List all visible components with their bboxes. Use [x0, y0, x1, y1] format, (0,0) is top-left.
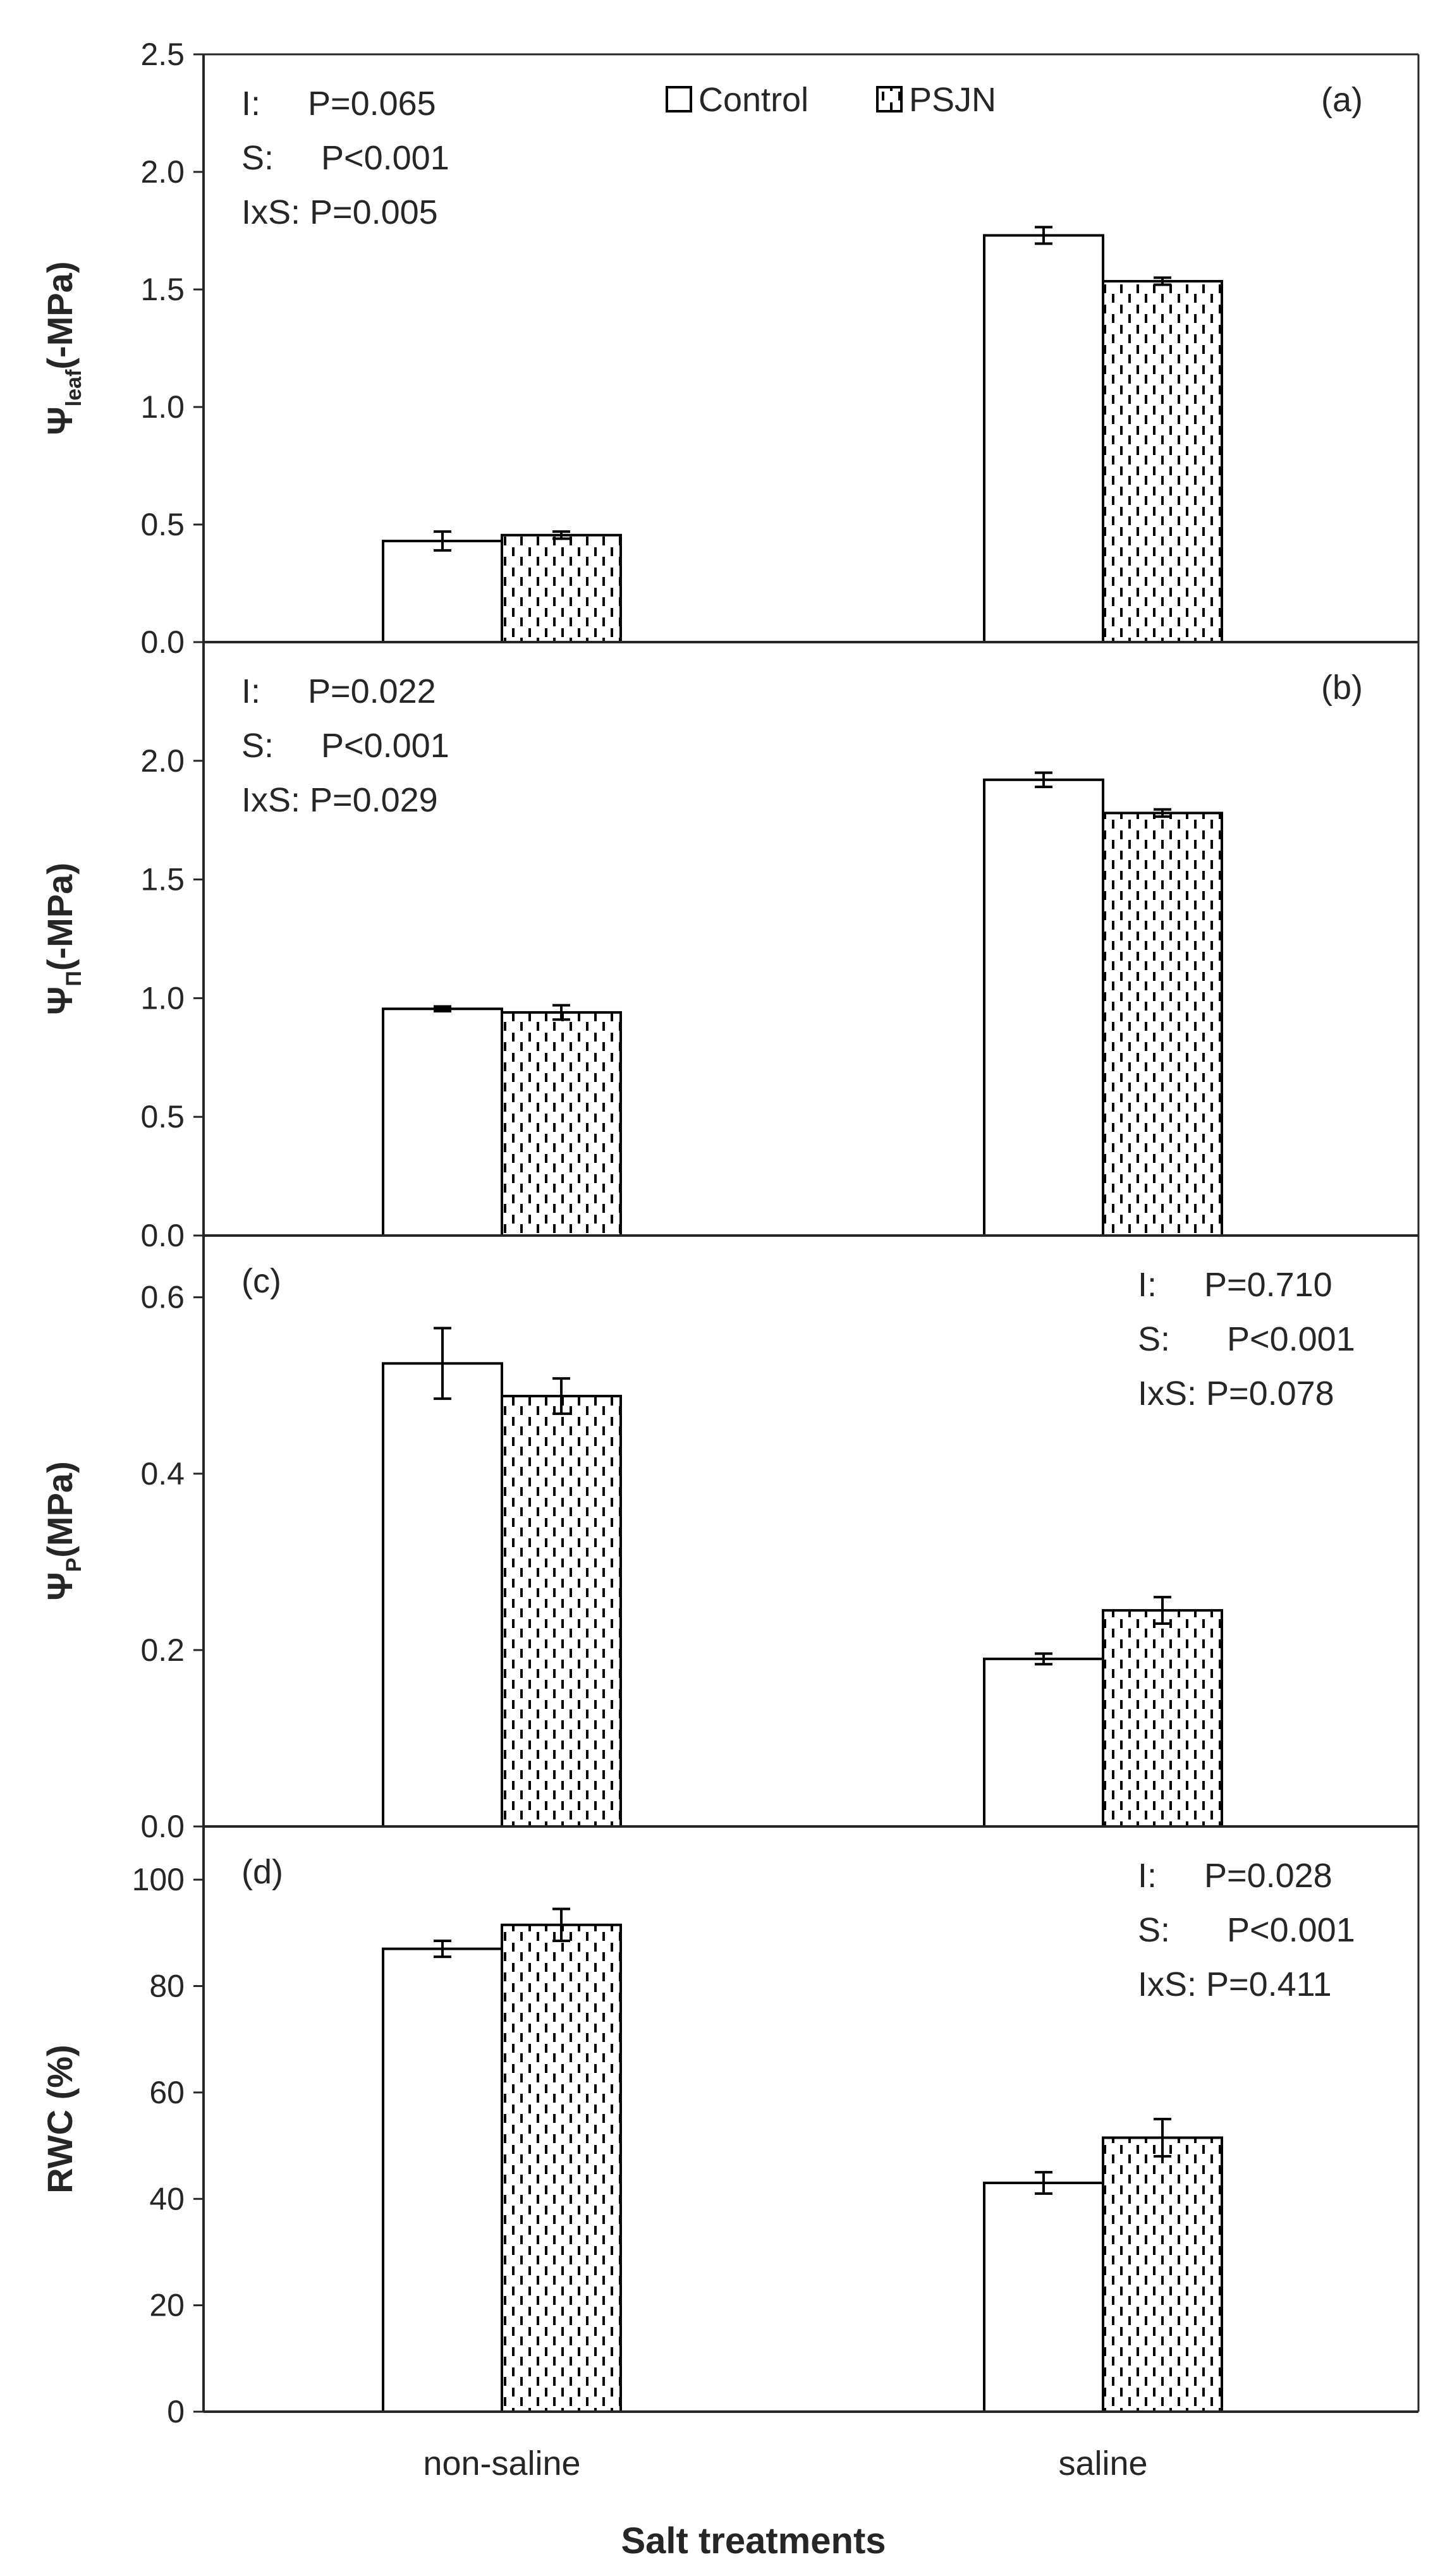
y-axis-label: RWC (%) — [40, 2044, 80, 2193]
y-axis-label-sub: P — [62, 1558, 86, 1572]
stat-line: S: P<0.001 — [241, 139, 449, 177]
stat-line: S: P<0.001 — [1138, 1320, 1355, 1358]
stat-line: S: P<0.001 — [1138, 1911, 1355, 1949]
y-tick-label: 20 — [149, 2288, 185, 2323]
y-tick-label: 0.0 — [140, 1809, 185, 1844]
x-category-non-saline: non-saline — [423, 2445, 580, 2482]
bar-psjn-saline — [1102, 2136, 1223, 2413]
panel-a: 0.0 0.5 1.0 1.5 2.0 2.5 (a) I: P=0.065 S: P<0.00… — [40, 37, 1420, 660]
y-axis-label-main: Ψ — [40, 1572, 80, 1600]
x-category-saline: saline — [1058, 2445, 1147, 2482]
bar-psjn-non-saline — [501, 1923, 622, 2413]
bar-control-saline — [983, 2182, 1104, 2413]
stat-line: I: P=0.022 — [241, 672, 436, 710]
bar-psjn-saline — [1102, 279, 1223, 644]
legend-swatch-control — [666, 86, 692, 112]
y-tick-label: 1.5 — [140, 272, 185, 307]
y-axis-label-sub: Π — [62, 971, 86, 987]
panel-label: (a) — [1321, 81, 1363, 119]
y-tick-label: 0.5 — [140, 507, 185, 542]
bar-psjn-saline — [1102, 1609, 1223, 1828]
bar-psjn-non-saline — [501, 1011, 622, 1237]
bar-psjn-non-saline — [501, 1394, 622, 1828]
bar-control-non-saline — [382, 540, 503, 643]
stat-line: IxS: P=0.005 — [241, 193, 438, 231]
stat-line: IxS: P=0.078 — [1138, 1375, 1334, 1413]
y-axis-label: ΨΠ(-MPa) — [40, 863, 86, 1015]
y-tick-label: 0.2 — [140, 1632, 185, 1668]
y-tick-label: 60 — [149, 2075, 185, 2110]
y-tick-label: 0.4 — [140, 1456, 185, 1492]
y-axis-label-main: RWC (%) — [40, 2044, 80, 2193]
y-tick-label: 0 — [167, 2394, 185, 2429]
stat-line: S: P<0.001 — [241, 727, 449, 765]
panel-c: 0.0 0.2 0.4 0.6 (c) I: P=0.710 S: P<0.001 IxS: … — [40, 1236, 1420, 1844]
panel-label: (b) — [1321, 669, 1363, 707]
legend-label-control: Control — [698, 81, 808, 119]
y-axis-label-sub: leaf — [62, 369, 86, 406]
panel-label: (c) — [241, 1262, 281, 1300]
y-axis-label-unit: (MPa) — [40, 1461, 80, 1557]
bar-control-saline — [983, 234, 1104, 643]
y-axis-label-unit: (-MPa) — [40, 863, 80, 971]
panel-d: 0 20 40 60 80 100 (d) I: P=0.028 S: P<0.001 IxS: … — [40, 1826, 1420, 2429]
bar-control-non-saline — [382, 1362, 503, 1828]
y-tick-label: 0.0 — [140, 624, 185, 660]
y-axis-label-unit: (-MPa) — [40, 262, 80, 370]
stat-line: I: P=0.065 — [241, 85, 436, 123]
y-tick-label: 2.0 — [140, 154, 185, 190]
chart-root: 0.0 0.5 1.0 1.5 2.0 2.5 (a) I: P=0.065 S: P<0.00… — [40, 37, 1420, 2561]
y-tick-label: 1.5 — [140, 862, 185, 897]
panel-b: 0.0 0.5 1.0 1.5 2.0 (b) I: P=0.022 S: P<0.001 Ix… — [40, 641, 1420, 1253]
y-tick-label: 2.0 — [140, 743, 185, 779]
y-tick-label: 100 — [132, 1862, 185, 1897]
stat-line: I: P=0.028 — [1138, 1857, 1332, 1895]
x-axis-title: Salt treatments — [621, 2520, 886, 2561]
y-axis-label-main: Ψ — [40, 987, 80, 1015]
y-tick-label: 1.0 — [140, 980, 185, 1016]
stat-line: IxS: P=0.029 — [241, 781, 438, 819]
y-tick-label: 80 — [149, 1969, 185, 2004]
bar-control-saline — [983, 1657, 1104, 1828]
stat-line: IxS: P=0.411 — [1138, 1965, 1332, 2003]
y-axis-label-main: Ψ — [40, 406, 80, 435]
y-tick-label: 2.5 — [140, 37, 185, 72]
panel-label: (d) — [241, 1853, 283, 1891]
bar-psjn-saline — [1102, 811, 1223, 1237]
legend-label-psjn: PSJN — [909, 81, 996, 119]
bar-control-non-saline — [382, 1947, 503, 2413]
bar-psjn-non-saline — [501, 533, 622, 643]
legend: Control PSJN — [666, 81, 996, 119]
y-tick-label: 40 — [149, 2181, 185, 2216]
y-tick-label: 0.0 — [140, 1218, 185, 1253]
y-tick-label: 1.0 — [140, 389, 185, 425]
legend-swatch-psjn — [876, 86, 903, 112]
y-axis-label: Ψleaf(-MPa) — [40, 262, 86, 435]
bar-control-non-saline — [382, 1007, 503, 1237]
bar-control-saline — [983, 778, 1104, 1237]
y-tick-label: 0.6 — [140, 1280, 185, 1315]
y-tick-label: 0.5 — [140, 1099, 185, 1134]
stat-line: I: P=0.710 — [1138, 1266, 1332, 1304]
y-axis-label: ΨP(MPa) — [40, 1461, 86, 1600]
